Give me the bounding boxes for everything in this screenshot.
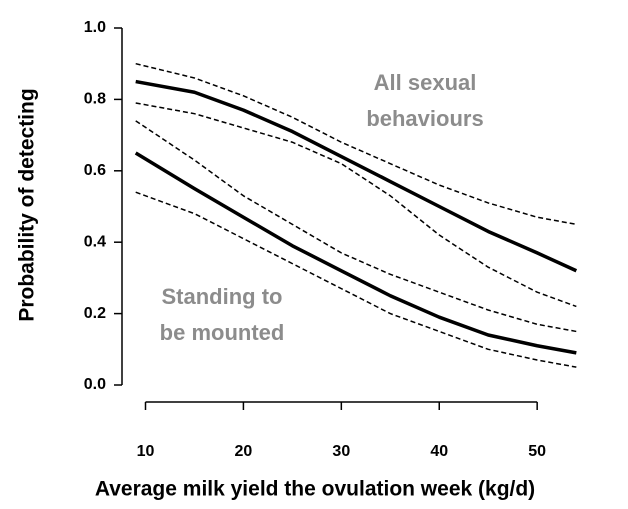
- x-tick-label: 50: [528, 443, 546, 460]
- y-tick-label: 1.0: [84, 19, 106, 36]
- line: [135, 79, 578, 273]
- annotation: All sexual: [374, 70, 477, 95]
- line: [134, 151, 577, 355]
- x-tick-label: 20: [235, 443, 253, 460]
- annotation: behaviours: [366, 106, 483, 131]
- x-tick-label: 30: [332, 443, 350, 460]
- y-tick-label: 0.8: [84, 91, 106, 108]
- confidence-line: [135, 191, 577, 368]
- y-tick-label: 0.2: [84, 305, 106, 322]
- x-tick-label: 10: [137, 443, 155, 460]
- y-axis-label: Probability of detecting: [16, 88, 39, 321]
- confidence-line: [135, 120, 577, 333]
- confidence-line: [135, 62, 577, 226]
- confidence-line: [135, 102, 577, 308]
- annotation: Standing to: [162, 284, 283, 309]
- y-tick-label: 0.0: [84, 376, 106, 393]
- x-tick-label: 40: [430, 443, 448, 460]
- annotation: be mounted: [160, 320, 285, 345]
- y-tick-label: 0.4: [84, 233, 106, 250]
- y-tick-label: 0.6: [84, 162, 106, 179]
- x-axis-label: Average milk yield the ovulation week (k…: [95, 478, 535, 501]
